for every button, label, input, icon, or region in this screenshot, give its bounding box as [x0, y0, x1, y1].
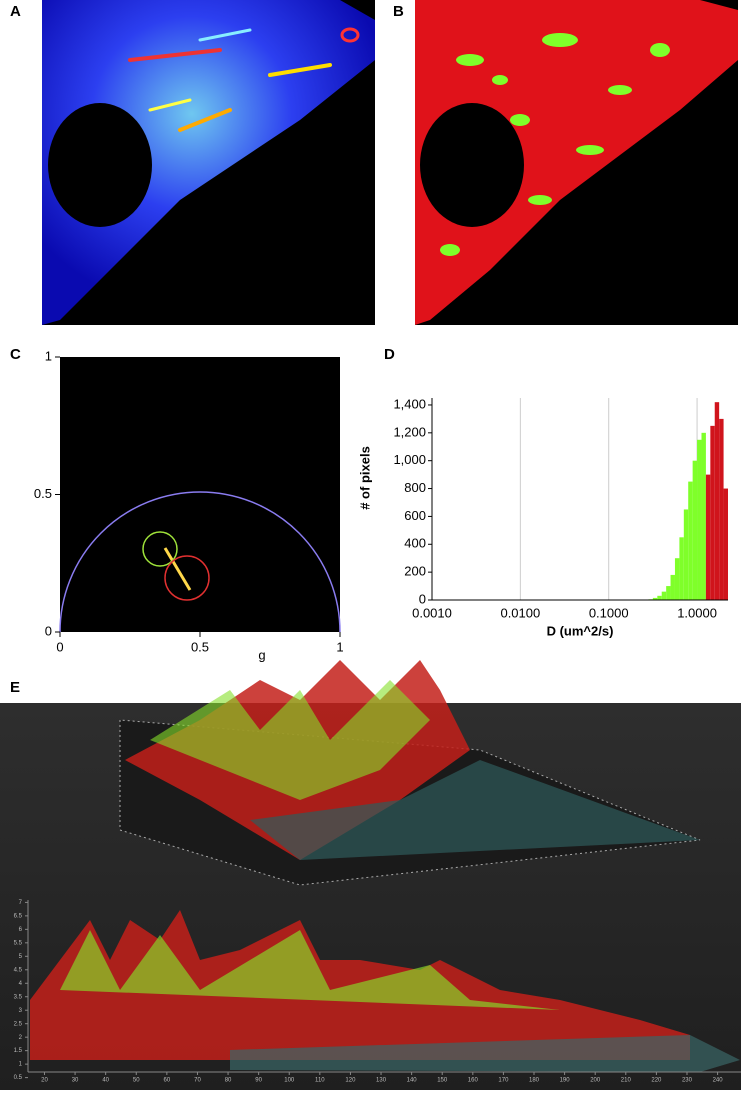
- histogram-bar: [652, 597, 658, 600]
- y-tick-label: 3.5: [14, 994, 23, 1000]
- y-tick-label: 5.5: [14, 940, 23, 946]
- surface-render: [0, 660, 741, 1090]
- y-tick-label: 400: [404, 536, 426, 551]
- x-tick-label: 60: [164, 1078, 171, 1084]
- y-tick-label: 600: [404, 508, 426, 523]
- x-tick-label: 0: [56, 639, 63, 654]
- x-tick-label: 160: [468, 1078, 479, 1084]
- x-axis-label: g: [258, 647, 265, 662]
- x-tick-label: 100: [284, 1078, 295, 1084]
- x-tick-label: 50: [133, 1078, 140, 1084]
- x-tick-label: 40: [102, 1078, 109, 1084]
- x-tick-label: 220: [651, 1078, 662, 1084]
- y-tick-label: 1: [19, 1062, 23, 1068]
- y-axis-label: # of pixels: [357, 446, 372, 510]
- y-tick-label: 1,200: [393, 424, 426, 439]
- x-tick-label: 120: [345, 1078, 356, 1084]
- y-tick-label: 6.5: [14, 913, 23, 919]
- x-tick-label: 20: [41, 1078, 48, 1084]
- image-b: [415, 0, 738, 325]
- x-tick-label: 80: [225, 1078, 232, 1084]
- x-tick-label: 110: [315, 1078, 325, 1084]
- histogram-bar: [674, 558, 680, 600]
- y-tick-label: 4.5: [14, 967, 23, 973]
- panel-label: E: [10, 679, 20, 696]
- histogram-bar: [683, 509, 689, 600]
- histogram-bar: [657, 595, 662, 600]
- y-tick-label: 4: [19, 981, 23, 987]
- panel-label: A: [10, 3, 21, 20]
- y-tick-label: 2.5: [14, 1021, 23, 1027]
- y-tick-label: 3: [19, 1008, 23, 1014]
- x-tick-label: 230: [682, 1078, 693, 1084]
- histogram-bar: [666, 586, 671, 600]
- x-tick-label: 30: [72, 1078, 79, 1084]
- histogram-bar: [661, 591, 667, 600]
- x-tick-label: 140: [407, 1078, 418, 1084]
- histogram-bar: [670, 574, 675, 600]
- panel-label: C: [10, 346, 21, 363]
- y-tick-label: 2: [19, 1035, 23, 1041]
- histogram-bar: [679, 537, 684, 600]
- x-tick-label: 1.0000: [677, 605, 717, 620]
- x-tick-label: 0.0100: [500, 605, 540, 620]
- histogram-bar: [714, 402, 720, 600]
- image-a: [42, 0, 375, 325]
- y-tick-label: 800: [404, 480, 426, 495]
- x-tick-label: 150: [437, 1078, 448, 1084]
- histogram-bar: [688, 481, 693, 600]
- x-tick-label: 240: [713, 1078, 724, 1084]
- panel-label: D: [384, 346, 395, 363]
- histogram-bar: [705, 474, 711, 600]
- y-tick-label: 0: [419, 591, 426, 606]
- x-tick-label: 90: [255, 1078, 262, 1084]
- x-tick-label: 180: [529, 1078, 540, 1084]
- x-tick-label: 70: [194, 1078, 201, 1084]
- y-tick-label: 1,400: [393, 396, 426, 411]
- x-tick-label: 170: [498, 1078, 509, 1084]
- x-tick-label: 200: [590, 1078, 601, 1084]
- y-tick-label: 200: [404, 564, 426, 579]
- y-tick-label: 6: [19, 927, 23, 933]
- x-tick-label: 0.5: [191, 639, 209, 654]
- y-tick-label: 5: [19, 954, 23, 960]
- y-tick-label: 1.5: [14, 1048, 23, 1054]
- y-tick-label: 7: [19, 900, 23, 906]
- y-tick-label: 1: [45, 348, 52, 363]
- x-axis-label: D (um^2/s): [547, 623, 614, 638]
- x-tick-label: 1: [336, 639, 343, 654]
- panel-label: B: [393, 3, 404, 20]
- x-tick-label: 0.0010: [412, 605, 452, 620]
- x-tick-label: 210: [621, 1078, 632, 1084]
- x-tick-label: 0.1000: [589, 605, 629, 620]
- x-tick-label: 190: [560, 1078, 571, 1084]
- y-tick-label: 0.5: [14, 1075, 23, 1081]
- histogram-bar: [692, 460, 698, 600]
- phasor-plot: [59, 357, 341, 633]
- x-tick-label: 130: [376, 1078, 387, 1084]
- y-tick-label: 0.5: [34, 486, 52, 501]
- histogram-bar: [723, 488, 728, 600]
- histogram-bar: [701, 432, 706, 600]
- histogram-bar: [719, 418, 724, 600]
- histogram-bar: [710, 425, 715, 600]
- y-tick-label: 0: [45, 623, 52, 638]
- histogram-bar: [697, 439, 702, 600]
- y-tick-label: 1,000: [393, 452, 426, 467]
